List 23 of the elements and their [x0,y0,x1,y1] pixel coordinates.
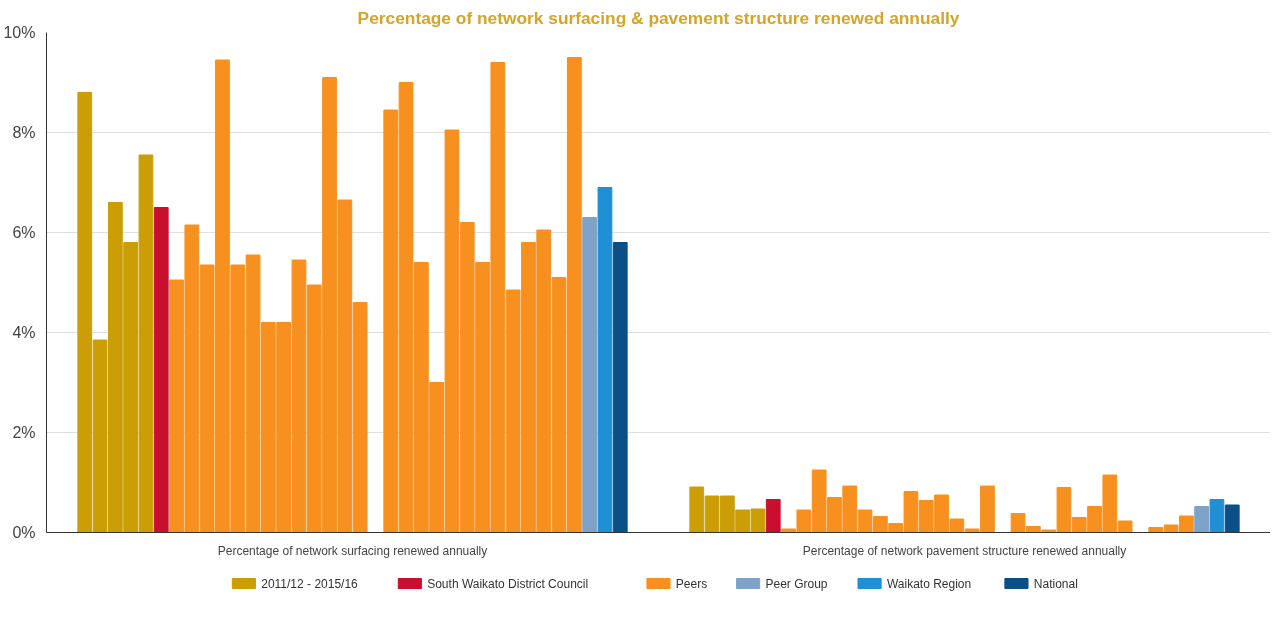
bar [1194,506,1210,533]
x-tick-label: Percentage of network pavement structure renewed annually [802,543,1127,558]
legend-label: Peers [675,576,708,591]
y-tick-label: 6% [12,224,36,241]
bar [153,207,169,533]
y-tick-label: 8% [12,124,36,141]
bar [612,242,628,533]
x-tick-label: Percentage of network surfacing renewed annually [217,543,488,558]
y-tick-label: 2% [12,424,36,441]
legend-label: 2011/12 - 2015/16 [261,576,359,591]
bar [582,217,598,533]
legend-label: Peer Group [765,576,828,591]
bar [1209,499,1225,533]
chart-title: Percentage of network surfacing & pavement structure renewed annually [357,7,960,28]
bar [765,499,781,533]
legend-label: Waikato Region [886,576,972,591]
bar [1224,504,1240,533]
legend-label: South Waikato District Council [427,576,589,591]
y-tick-label: 10% [3,24,36,41]
y-tick-label: 0% [12,524,36,541]
legend-label: National [1033,576,1078,591]
bar [597,187,613,533]
y-tick-label: 4% [12,324,36,341]
